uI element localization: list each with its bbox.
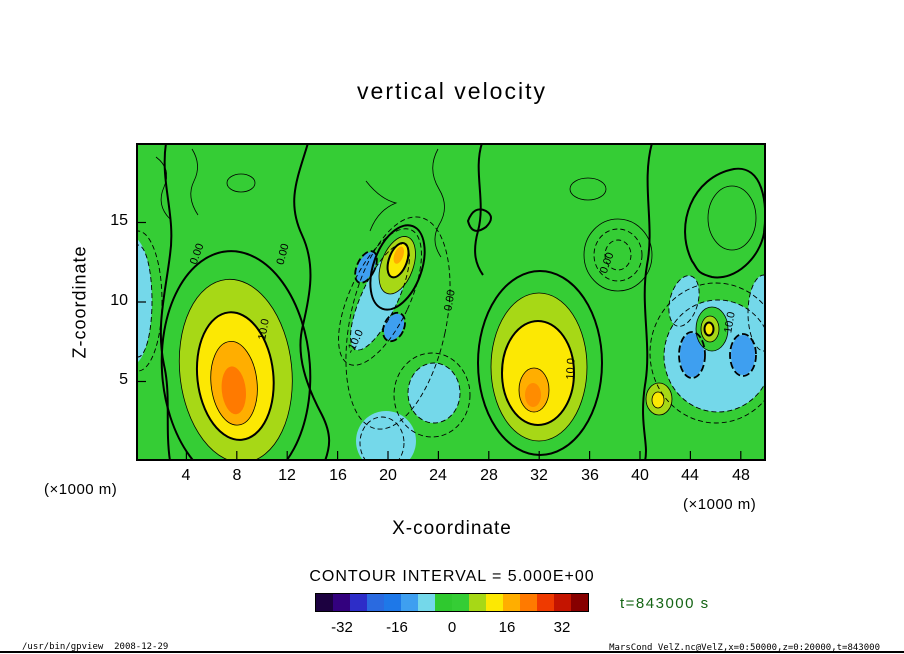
x-axis-unit: (×1000 m): [683, 496, 757, 513]
contour-line-label: 0.00: [275, 242, 292, 266]
colorbar-tick-label: 32: [553, 619, 571, 636]
x-tick-label: 32: [530, 467, 548, 484]
footer-data-source: MarsCond_VelZ.nc@VelZ,x=0:50000,z=0:2000…: [609, 643, 880, 653]
x-tick-label: 4: [181, 467, 191, 484]
y-axis-unit: (×1000 m): [44, 481, 118, 498]
page-title: vertical velocity: [357, 78, 547, 104]
x-tick-label: 48: [732, 467, 750, 484]
contour-line-label: 0.00: [442, 289, 458, 312]
footer-rule: [0, 651, 904, 653]
contour-interval-label: CONTOUR INTERVAL = 5.000E+00: [309, 568, 595, 585]
x-tick-label: 40: [631, 467, 649, 484]
y-tick-label: 10: [110, 292, 128, 309]
x-tick-label: 16: [329, 467, 347, 484]
colorbar-tick-label: -32: [331, 619, 353, 636]
x-tick-label: 12: [278, 467, 296, 484]
contour-line-label: 10.0: [256, 318, 272, 341]
contour-line-label: 10.0: [722, 311, 738, 334]
x-axis-ticks: [185, 451, 742, 459]
y-axis-ticks: [138, 221, 146, 383]
y-tick-label: 15: [110, 212, 128, 229]
x-axis-label: X-coordinate: [392, 518, 512, 539]
contour-fill-layer: [136, 143, 766, 461]
colorbar-tick-label: 16: [498, 619, 516, 636]
colorbar-tick-label: 0: [447, 619, 457, 636]
plot-frame: [136, 143, 766, 461]
colorbar-area: -32 -16 0 16 32: [315, 593, 589, 641]
contour-plot-canvas: 0.00 0.00 10.0 -10.0 0.00 10.0 0.00 10.0: [136, 143, 766, 461]
x-tick-label: 36: [581, 467, 599, 484]
x-tick-label: 8: [232, 467, 242, 484]
y-tick-label: 5: [119, 371, 128, 388]
x-tick-label: 20: [379, 467, 397, 484]
contour-plot: 0.00 0.00 10.0 -10.0 0.00 10.0 0.00 10.0: [136, 143, 766, 461]
footer-program-path: /usr/bin/gpview 2008-12-29: [22, 642, 169, 652]
colorbar-tick-label: -16: [386, 619, 408, 636]
colorbar: [315, 593, 589, 612]
contour-line-label: 10.0: [564, 358, 577, 380]
x-tick-label: 44: [681, 467, 699, 484]
x-tick-label: 24: [429, 467, 447, 484]
x-tick-label: 28: [480, 467, 498, 484]
time-label: t=843000 s: [620, 595, 710, 612]
